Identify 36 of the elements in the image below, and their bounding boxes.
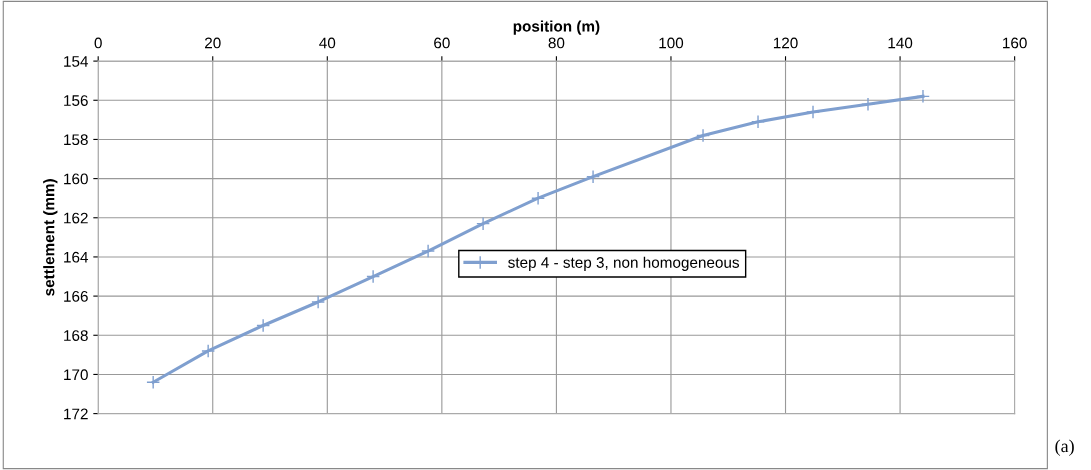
point	[806, 105, 820, 119]
y-tick-label: 156	[64, 95, 88, 106]
x-tick-label: 60	[434, 37, 450, 49]
legend-label: step 4 - step 3, non homogeneous	[508, 256, 740, 271]
point	[366, 269, 381, 284]
x-tick-label: 120	[773, 37, 798, 49]
x-tick-label: 0	[94, 37, 102, 49]
x-tick-label: 100	[659, 37, 684, 49]
point	[586, 169, 601, 184]
point	[696, 128, 710, 143]
point	[201, 343, 216, 358]
x-tick-label: 160	[1003, 37, 1027, 49]
x-axis-title: position (m)	[513, 20, 600, 35]
y-tick-label: 172	[64, 408, 88, 420]
x-tick-label: 80	[548, 37, 565, 49]
y-tick-label: 160	[64, 173, 88, 185]
point	[256, 318, 271, 333]
y-tick-label: 166	[64, 290, 88, 302]
y-tick-label: 162	[64, 212, 88, 224]
x-tick-label: 140	[888, 37, 913, 49]
point	[531, 191, 546, 206]
x-tick-label: 20	[205, 37, 221, 49]
text: (a)	[1055, 439, 1074, 456]
y-tick-label: 158	[64, 134, 88, 146]
point	[311, 295, 326, 309]
y-tick-label: 170	[64, 369, 88, 381]
y-tick-label: 164	[64, 251, 89, 263]
x-tick-label: 40	[319, 37, 336, 49]
y-tick-label: 168	[64, 330, 88, 341]
point	[751, 114, 765, 129]
y-axis-title: settlement (mm)	[43, 179, 58, 296]
point	[916, 89, 930, 104]
point	[421, 244, 436, 259]
point	[146, 375, 161, 390]
y-tick-label: 154	[64, 56, 89, 67]
point	[476, 216, 491, 231]
